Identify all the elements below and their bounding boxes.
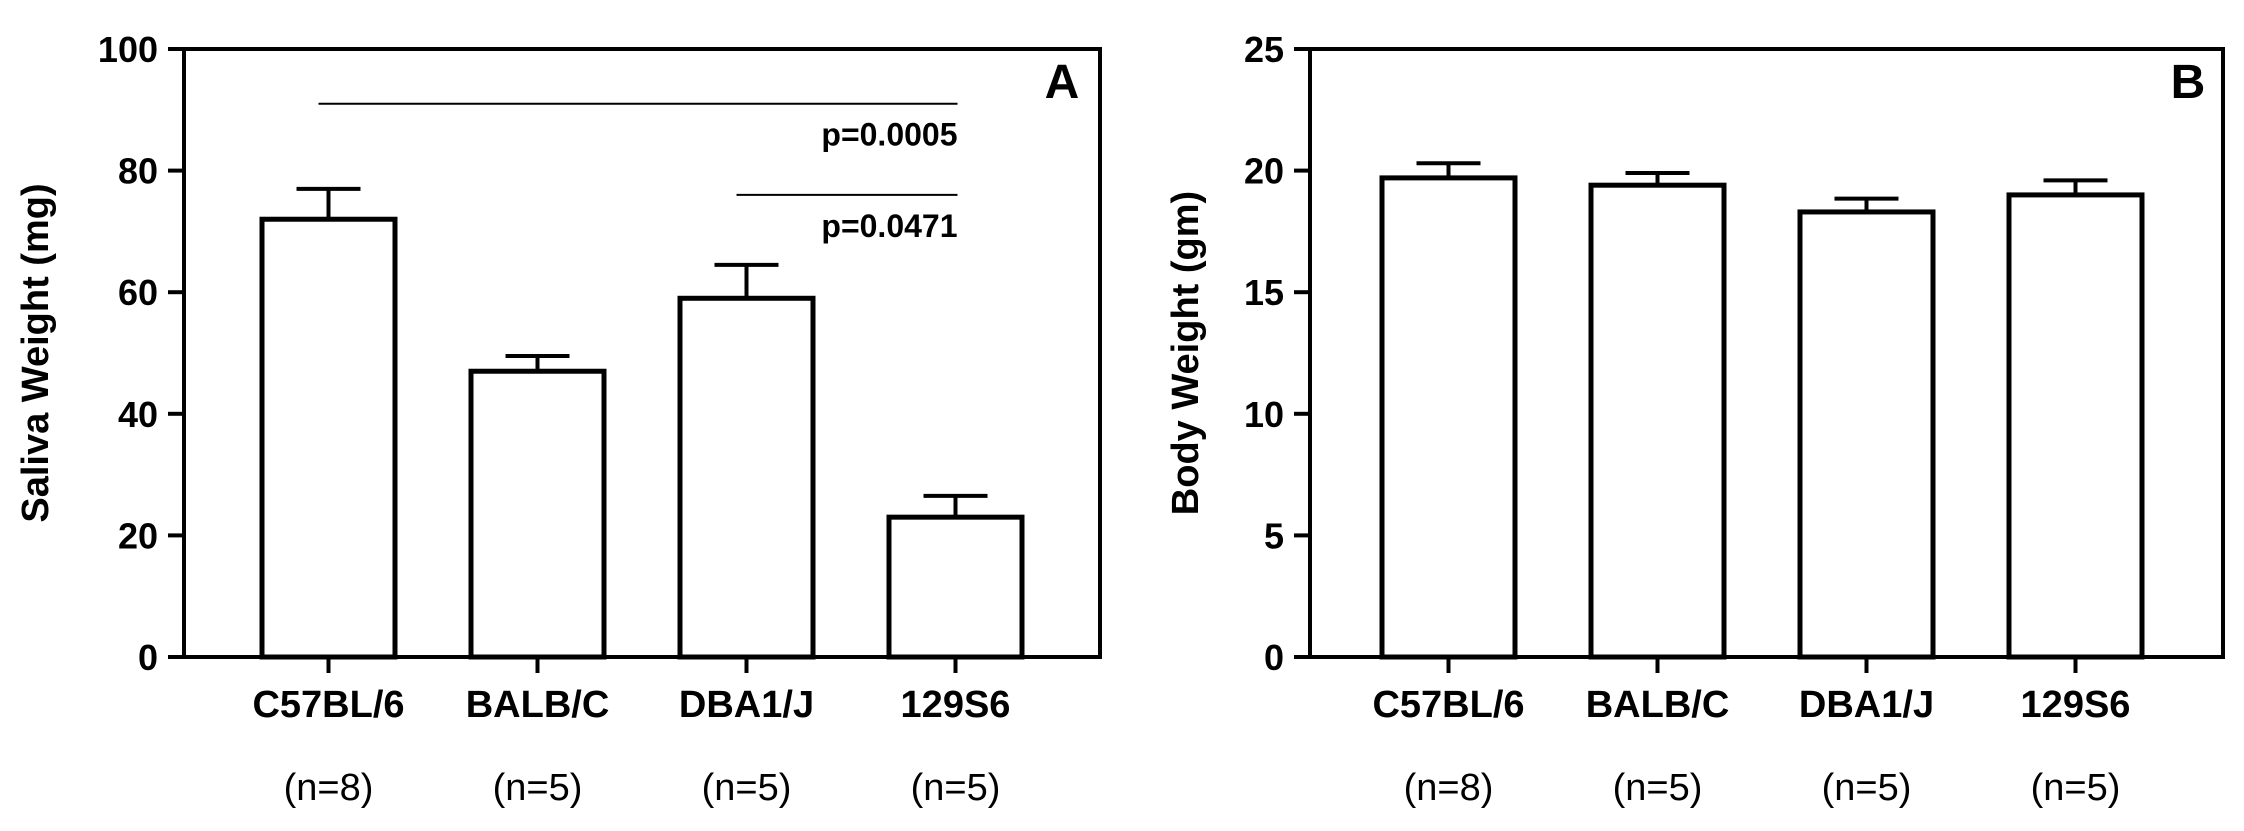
y-tick-label: 20	[1244, 151, 1284, 192]
sample-size-label: (n=5)	[911, 767, 1001, 809]
bar	[259, 216, 398, 660]
sample-size-label: (n=8)	[1404, 767, 1494, 809]
x-category-label: 129S6	[2021, 684, 2131, 726]
p-value-label: p=0.0471	[821, 208, 957, 244]
sample-size-label: (n=5)	[2031, 767, 2121, 809]
panel-letter: B	[2171, 56, 2206, 109]
y-tick-label: 100	[98, 29, 158, 70]
x-category-label: BALB/C	[1586, 684, 1730, 726]
bar	[1797, 209, 1936, 660]
panel-b: 0 5 10 15 20 25 Body Weight (gm) B C57BL/6 (n=8) B…	[1165, 29, 2225, 809]
x-category-label: BALB/C	[466, 684, 610, 726]
y-tick-label: 0	[138, 637, 158, 678]
plot-frame	[182, 47, 1102, 659]
x-category-label: 129S6	[901, 684, 1011, 726]
x-category-label: C57BL/6	[252, 684, 404, 726]
y-axis-title: Saliva Weight (mg)	[15, 183, 57, 522]
bar	[886, 514, 1025, 660]
bar	[468, 368, 607, 660]
y-tick-label: 10	[1244, 394, 1284, 435]
bar	[1379, 175, 1518, 660]
sample-size-label: (n=5)	[1822, 767, 1912, 809]
sample-size-label: (n=5)	[493, 767, 583, 809]
y-tick-label: 80	[118, 151, 158, 192]
p-value-label: p=0.0005	[821, 117, 957, 153]
x-category-label: C57BL/6	[1372, 684, 1524, 726]
y-tick-label: 0	[1264, 637, 1284, 678]
panel-a: 0 20 40 60 80 100 Saliva Weight (mg) A C57BL/6 (n…	[15, 29, 1102, 809]
y-tick-label: 20	[118, 515, 158, 556]
bar	[1588, 182, 1727, 660]
sample-size-label: (n=5)	[702, 767, 792, 809]
plot-frame	[1308, 47, 2225, 659]
sample-size-label: (n=5)	[1613, 767, 1703, 809]
y-tick-label: 5	[1264, 515, 1284, 556]
y-axis-title: Body Weight (gm)	[1165, 191, 1207, 515]
x-category-label: DBA1/J	[1799, 684, 1934, 726]
bar	[2006, 192, 2145, 660]
y-tick-label: 40	[118, 394, 158, 435]
y-tick-label: 15	[1244, 272, 1284, 313]
sample-size-label: (n=8)	[284, 767, 374, 809]
bar	[677, 295, 816, 660]
panel-letter: A	[1045, 56, 1080, 109]
y-tick-label: 25	[1244, 29, 1284, 70]
x-category-label: DBA1/J	[679, 684, 814, 726]
y-tick-label: 60	[118, 272, 158, 313]
